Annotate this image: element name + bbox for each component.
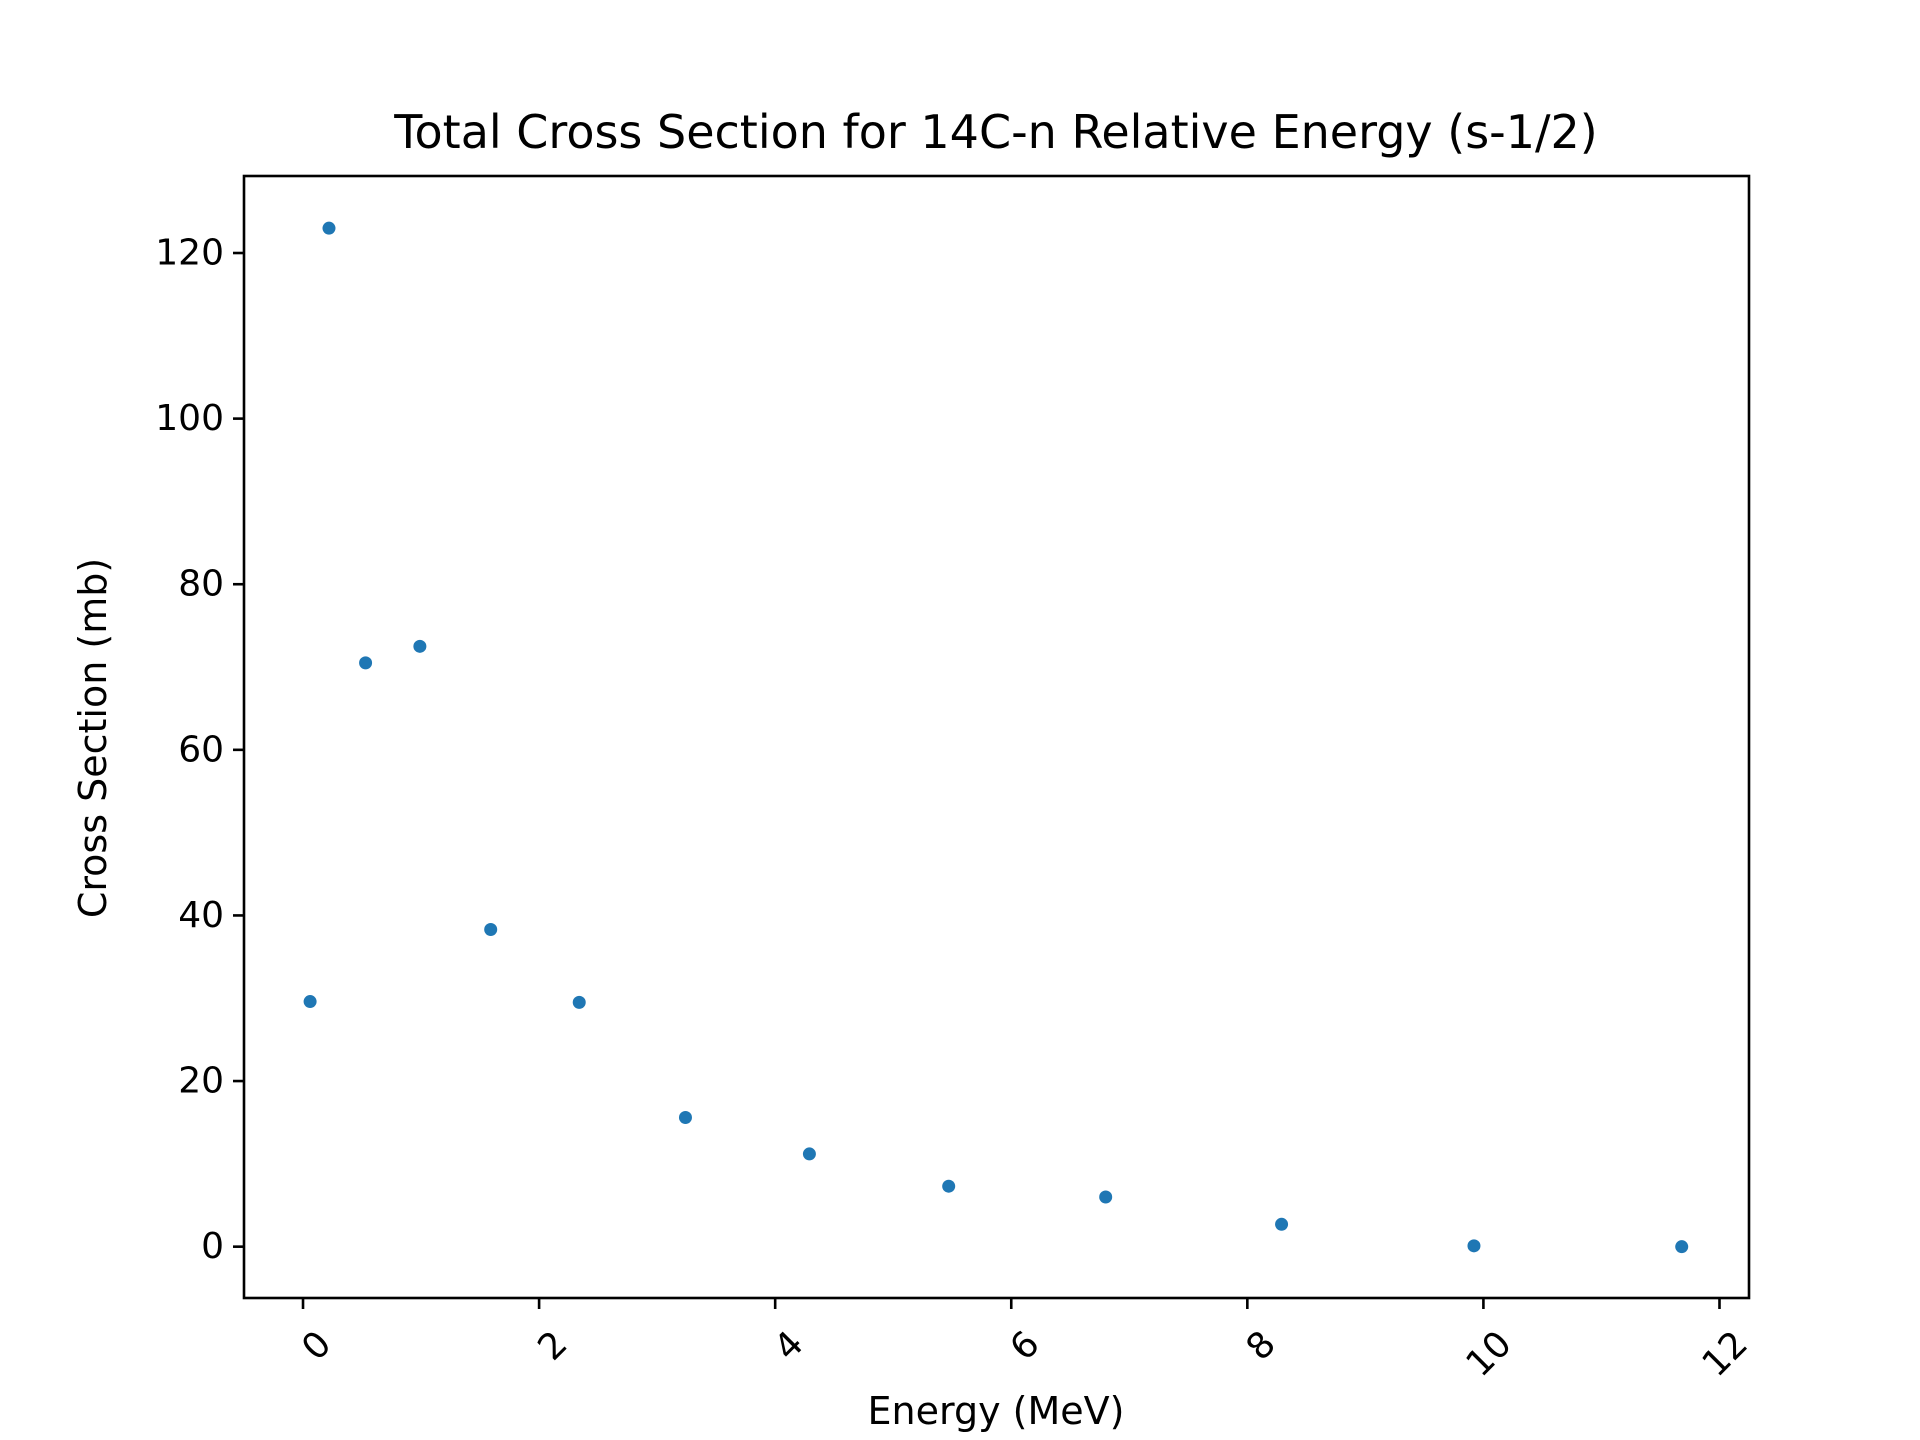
y-tick-label: 120 [155, 233, 224, 274]
y-axis-label: Cross Section (mb) [71, 558, 115, 918]
x-tick-label: 12 [1695, 1323, 1756, 1384]
x-tick-label: 8 [1239, 1323, 1284, 1368]
plot-frame [242, 174, 1751, 1300]
y-tick-label: 40 [178, 895, 224, 936]
data-point [1275, 1217, 1289, 1231]
y-tick-label: 60 [178, 729, 224, 770]
data-point [303, 995, 317, 1009]
x-tick-label: 6 [1003, 1323, 1048, 1368]
x-axis-label: Energy (MeV) [868, 1389, 1125, 1433]
data-point [1099, 1190, 1113, 1204]
y-tick-label: 0 [201, 1226, 224, 1267]
data-point [572, 995, 586, 1009]
x-tick-label: 4 [766, 1323, 811, 1368]
data-point [1467, 1239, 1481, 1253]
plot-area: 0 20 40 60 80 100 120 0 2 4 6 8 10 12 [155, 174, 1756, 1385]
data-point [322, 221, 336, 235]
chart-title: Total Cross Section for 14C-n Relative E… [393, 105, 1597, 159]
y-tick-label: 80 [178, 564, 224, 605]
y-tick-label: 20 [178, 1061, 224, 1102]
data-point [484, 923, 498, 937]
data-point [802, 1147, 816, 1161]
data-point [359, 656, 373, 670]
data-point [942, 1179, 956, 1193]
x-tick-label: 0 [294, 1323, 339, 1368]
data-point [413, 639, 427, 653]
x-tick-label: 2 [530, 1323, 575, 1368]
data-point [1675, 1240, 1689, 1254]
data-point [678, 1110, 692, 1124]
x-tick-label: 10 [1458, 1323, 1519, 1384]
y-tick-label: 100 [155, 398, 224, 439]
